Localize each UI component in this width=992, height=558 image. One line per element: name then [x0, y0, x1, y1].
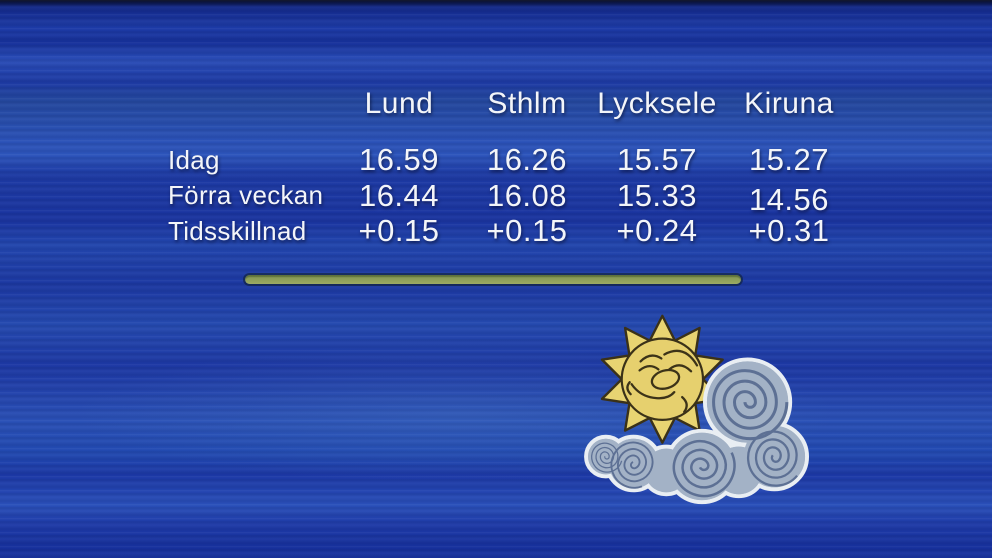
sun-behind-cloud-illustration — [584, 314, 814, 508]
column-header-sthlm: Sthlm — [487, 87, 567, 120]
table-corner-spacer — [150, 85, 335, 142]
table-cell: 16.26 — [486, 142, 568, 177]
table-cell: 15.27 — [748, 142, 830, 177]
column-header-lycksele: Lycksele — [597, 87, 717, 120]
table-cell: 15.33 — [616, 177, 698, 213]
table-cell: +0.15 — [358, 213, 440, 248]
table-cell: +0.24 — [616, 213, 698, 248]
table-cell: 16.44 — [358, 177, 440, 213]
sunset-times-table: Lund Sthlm Lycksele Kiruna Idag 16.59 16… — [150, 85, 855, 249]
row-label-idag: Idag — [168, 144, 220, 175]
table-cell: 14.56 — [748, 181, 830, 217]
row-label-forra-veckan: Förra veckan — [168, 180, 324, 210]
column-header-lund: Lund — [364, 87, 434, 120]
table-cell: +0.31 — [748, 213, 830, 248]
table-cell: 16.08 — [486, 177, 568, 213]
sun-icon — [600, 314, 724, 444]
table-cell: +0.15 — [486, 213, 568, 248]
cloud-icon — [584, 357, 814, 508]
table-cell: 15.57 — [616, 142, 698, 177]
column-header-kiruna: Kiruna — [744, 87, 834, 120]
divider-line — [245, 275, 741, 284]
table-cell: 16.59 — [358, 142, 440, 177]
row-label-tidsskillnad: Tidsskillnad — [168, 215, 307, 246]
